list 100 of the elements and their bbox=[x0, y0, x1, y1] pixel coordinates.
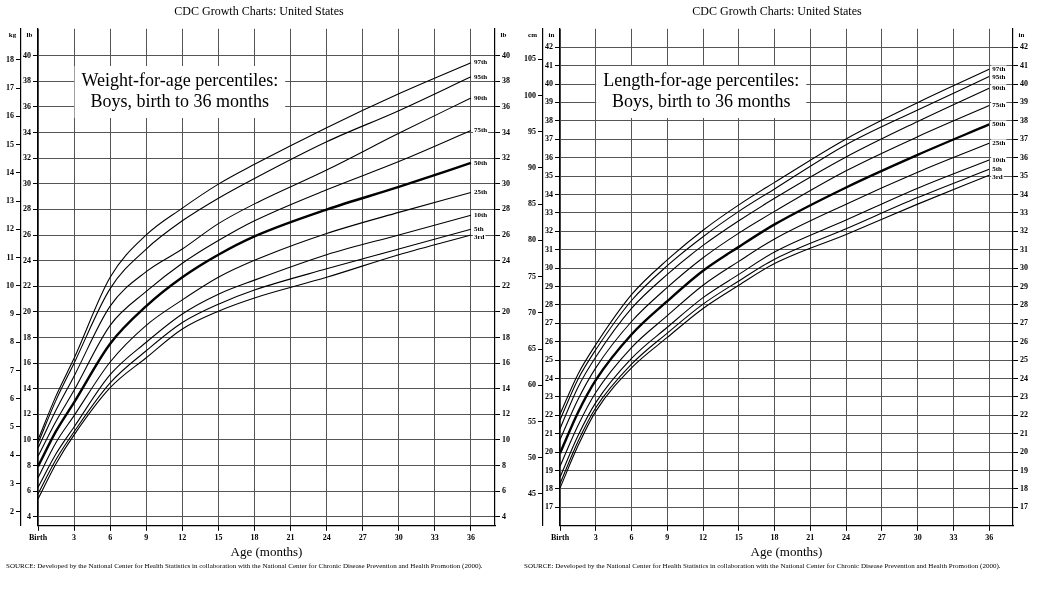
y3-tick-label: 18 bbox=[545, 484, 553, 494]
y2-tick-label: 29 bbox=[1020, 281, 1028, 291]
y-tick-label: 13 bbox=[6, 196, 14, 206]
y3-tick-label: 31 bbox=[545, 244, 553, 254]
y2-tick-label: 19 bbox=[1020, 465, 1028, 475]
y3-tick-label: 8 bbox=[502, 460, 506, 470]
y2-tick-label: 32 bbox=[1020, 226, 1028, 236]
y3-tick-label: 22 bbox=[545, 410, 553, 420]
y3-tick-label: 32 bbox=[502, 153, 510, 163]
y3-tick-label: 30 bbox=[502, 178, 510, 188]
y2-tick-label: 20 bbox=[1020, 447, 1028, 457]
y2-tick-label: 8 bbox=[27, 460, 31, 470]
y2-tick-label: 30 bbox=[1020, 263, 1028, 273]
y3-tick-label: 20 bbox=[502, 306, 510, 316]
y2-tick-label: 31 bbox=[1020, 244, 1028, 254]
y3-tick-label: 35 bbox=[545, 171, 553, 181]
y3-tick-label: 23 bbox=[545, 392, 553, 402]
x-tick-label: 6 bbox=[108, 532, 113, 542]
y3-tick-label: 22 bbox=[502, 281, 510, 291]
y2-tick-label: 26 bbox=[1020, 336, 1028, 346]
y3-tick-label: 26 bbox=[502, 230, 510, 240]
y-tick-label: 16 bbox=[6, 111, 14, 121]
y2-tick-label: 34 bbox=[1020, 189, 1028, 199]
y-tick-label: 11 bbox=[6, 252, 14, 262]
y2-tick-label: 17 bbox=[1020, 502, 1028, 512]
y2-tick-label: 6 bbox=[27, 486, 31, 496]
y2-tick-label: 32 bbox=[23, 153, 31, 163]
y2-tick-label: 40 bbox=[1020, 79, 1028, 89]
x-tick-label: 24 bbox=[842, 532, 851, 542]
x-tick-label: 30 bbox=[394, 532, 403, 542]
y2-tick-label: 26 bbox=[23, 230, 31, 240]
y3-tick-label: 14 bbox=[502, 383, 510, 393]
y3-tick-label: 34 bbox=[545, 189, 553, 199]
y3-tick-label: 6 bbox=[502, 486, 506, 496]
y3-tick-label: 36 bbox=[545, 152, 553, 162]
y2-tick-label: 42 bbox=[1020, 42, 1028, 52]
y2-tick-label: 35 bbox=[1020, 171, 1028, 181]
y2-tick-label: 10 bbox=[23, 435, 31, 445]
x-axis-title: Age (months) bbox=[230, 543, 303, 559]
y-tick-label: 60 bbox=[528, 380, 536, 390]
y3-tick-label: 12 bbox=[502, 409, 510, 419]
y-tick-label: 65 bbox=[528, 344, 536, 354]
y3-tick-label: 24 bbox=[545, 373, 553, 383]
y3-tick-label: 19 bbox=[545, 465, 553, 475]
y-tick-label: 14 bbox=[6, 167, 14, 177]
y3-tick-label: 33 bbox=[545, 207, 553, 217]
y3-tick-label: 18 bbox=[502, 332, 510, 342]
y3-tick-label: 40 bbox=[545, 79, 553, 89]
y2-tick-label: 30 bbox=[23, 178, 31, 188]
y3-tick-label: 40 bbox=[502, 50, 510, 60]
x-tick-label: 33 bbox=[430, 532, 439, 542]
y-tick-label: 17 bbox=[6, 83, 14, 93]
y3-tick-label: 26 bbox=[545, 336, 553, 346]
y3-tick-label: 30 bbox=[545, 263, 553, 273]
x-tick-label: 12 bbox=[178, 532, 187, 542]
x-tick-label: 27 bbox=[877, 532, 886, 542]
y2-tick-label: 34 bbox=[23, 127, 31, 137]
x-axis-title: Age (months) bbox=[750, 543, 823, 559]
text: Length-for-age percentiles: Boys, birth to 36 months bbox=[603, 69, 800, 111]
x-tick-label: 21 bbox=[286, 532, 295, 542]
y2-tick-label: 12 bbox=[23, 409, 31, 419]
x-tick-label: 36 bbox=[466, 532, 475, 542]
y2-tick-label: 18 bbox=[23, 332, 31, 342]
y2-tick-label: 38 bbox=[1020, 115, 1028, 125]
y3-tick-label: 39 bbox=[545, 97, 553, 107]
x-tick-label: 6 bbox=[629, 532, 634, 542]
x-tick-label: 30 bbox=[913, 532, 922, 542]
y2-tick-label: 22 bbox=[1020, 410, 1028, 420]
text: Weight-for-age percentiles: Boys, birth to 36 months bbox=[81, 69, 279, 111]
x-tick-label: 18 bbox=[770, 532, 779, 542]
x-tick-label: 27 bbox=[358, 532, 367, 542]
y2-tick-label: 25 bbox=[1020, 355, 1028, 365]
y2-tick-label: 24 bbox=[23, 255, 31, 265]
y2-tick-label: 16 bbox=[23, 358, 31, 368]
y-tick-label: 75 bbox=[528, 271, 536, 281]
y2-tick-label: 4 bbox=[27, 511, 31, 521]
y2-tick-label: 28 bbox=[1020, 299, 1028, 309]
y2-tick-label: 40 bbox=[23, 50, 31, 60]
x-tick-label: 36 bbox=[985, 532, 994, 542]
y3-tick-label: 16 bbox=[502, 358, 510, 368]
y3-tick-label: 36 bbox=[502, 102, 510, 111]
y3-tick-label: 24 bbox=[502, 255, 510, 265]
chart-title: CDC Growth Charts: United States bbox=[173, 3, 345, 20]
y3-tick-label: 21 bbox=[545, 428, 553, 438]
y2-tick-label: 20 bbox=[23, 306, 31, 316]
y3-tick-label: 37 bbox=[545, 134, 553, 144]
y2-tick-label: 36 bbox=[1020, 152, 1028, 162]
y-tick-label: 7 bbox=[10, 365, 14, 375]
y-tick-label: 70 bbox=[528, 307, 536, 317]
y-tick-label: 8 bbox=[10, 337, 14, 347]
chart-title: CDC Growth Charts: United States bbox=[691, 3, 863, 20]
y-tick-label: 45 bbox=[528, 488, 536, 498]
y2-tick-label: 18 bbox=[1020, 484, 1028, 494]
y-tick-label: 100 bbox=[524, 90, 536, 100]
x-tick-label: 15 bbox=[214, 532, 223, 542]
y3-tick-label: 38 bbox=[545, 115, 553, 125]
y3-tick-label: 41 bbox=[545, 60, 553, 70]
y2-tick-label: 23 bbox=[1020, 392, 1028, 402]
y-tick-label: 4 bbox=[10, 450, 14, 460]
y3-tick-label: 25 bbox=[545, 355, 553, 365]
